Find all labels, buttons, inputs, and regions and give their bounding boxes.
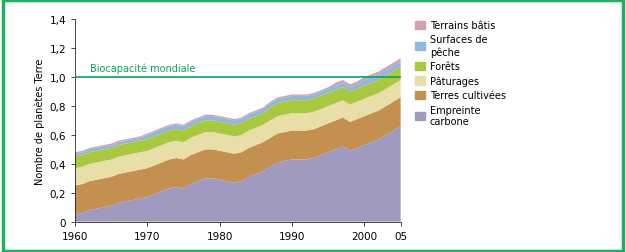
Text: Biocapacité mondiale: Biocapacité mondiale bbox=[90, 63, 195, 73]
Legend: Terrains bâtis, Surfaces de
pêche, Forêts, Pâturages, Terres cultivées, Empreint: Terrains bâtis, Surfaces de pêche, Forêt… bbox=[415, 21, 506, 127]
Y-axis label: Nombre de planètes Terre: Nombre de planètes Terre bbox=[35, 58, 45, 184]
